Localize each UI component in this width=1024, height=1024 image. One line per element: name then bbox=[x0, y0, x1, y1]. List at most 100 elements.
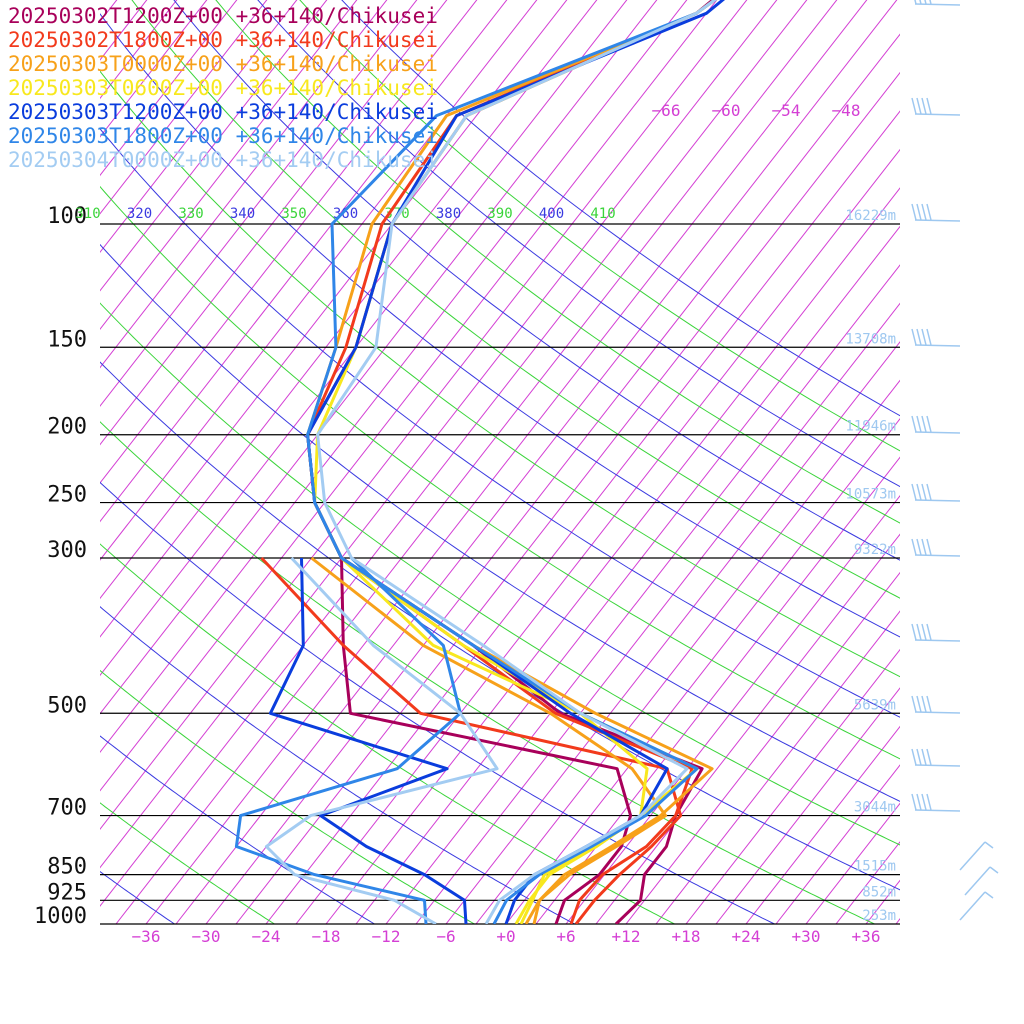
wind-barb-flag bbox=[921, 328, 927, 346]
wind-barb-flag bbox=[921, 483, 927, 501]
wind-barb-flag bbox=[911, 415, 917, 433]
dry-adiabat-line bbox=[173, 0, 900, 561]
isotherm-line bbox=[100, 0, 658, 715]
wind-barb-staff bbox=[914, 219, 961, 222]
isotherm-line bbox=[505, 418, 900, 924]
wind-barb-layer bbox=[911, 0, 999, 921]
theta-label: 400 bbox=[539, 206, 564, 222]
wind-barb-flag bbox=[926, 695, 932, 713]
wind-barb-flag bbox=[921, 695, 927, 713]
dry-adiabat-line bbox=[100, 128, 900, 718]
wind-barb bbox=[911, 328, 961, 347]
dry-adiabat-line bbox=[257, 0, 900, 488]
height-label: 13708m bbox=[845, 331, 896, 347]
isotherm-line bbox=[685, 648, 900, 924]
wind-barb-flag bbox=[916, 748, 922, 766]
temperature-tick-label: −18 bbox=[312, 927, 341, 946]
wind-barb-flag bbox=[926, 538, 932, 556]
theta-label: 330 bbox=[178, 206, 203, 222]
pressure-label: 925 bbox=[47, 880, 87, 905]
isotherm-line bbox=[986, 0, 1024, 924]
upper-temperature-label: −48 bbox=[832, 101, 861, 120]
isotherm-line bbox=[100, 0, 478, 484]
wind-barb-flag bbox=[926, 203, 932, 221]
theta-label: 390 bbox=[487, 206, 512, 222]
legend-entry: 20250302T1200Z+00 +36+140/Chikusei bbox=[8, 4, 438, 28]
wind-barb-flag bbox=[921, 793, 927, 811]
isotherm-line bbox=[926, 0, 1024, 924]
temperature-tick-label: −6 bbox=[436, 927, 455, 946]
isotherm-line bbox=[355, 225, 900, 924]
wind-barb bbox=[959, 841, 994, 871]
isotherm-line bbox=[385, 264, 900, 924]
temperature-line bbox=[306, 0, 718, 924]
isotherm-line bbox=[475, 379, 900, 924]
wind-barb-flag bbox=[916, 793, 922, 811]
wind-barb-flag bbox=[916, 538, 922, 556]
wind-barb-staff bbox=[914, 764, 961, 767]
wind-barb-staff bbox=[914, 809, 961, 812]
isobar-layer bbox=[100, 223, 900, 925]
isotherm-line bbox=[715, 687, 900, 924]
isotherm-line bbox=[175, 0, 898, 924]
upper-temperature-label: −60 bbox=[712, 101, 741, 120]
pressure-label: 300 bbox=[47, 538, 87, 563]
wind-barb-flag bbox=[911, 203, 917, 221]
dry-adiabat-line bbox=[100, 185, 900, 760]
isotherm-line bbox=[100, 0, 808, 907]
wind-barb-flag bbox=[916, 623, 922, 641]
dry-adiabat-line bbox=[215, 0, 900, 524]
isotherm-line bbox=[835, 841, 900, 924]
legend-entry: 20250302T1800Z+00 +36+140/Chikusei bbox=[8, 28, 438, 52]
height-label: 1515m bbox=[854, 859, 896, 875]
dry-adiabat-line bbox=[100, 13, 900, 638]
wind-barb-flag bbox=[921, 203, 927, 221]
temperature-tick-label: +6 bbox=[556, 927, 575, 946]
pressure-label: 250 bbox=[47, 483, 87, 508]
wind-barb-flag bbox=[916, 483, 922, 501]
wind-barb-flag bbox=[916, 203, 922, 221]
dry-adiabat-line bbox=[100, 669, 475, 924]
temperature-tick-label: +18 bbox=[672, 927, 701, 946]
wind-barb-flag bbox=[921, 623, 927, 641]
wind-barb-flag bbox=[921, 415, 927, 433]
theta-label: 340 bbox=[230, 206, 255, 222]
dry-adiabat-line bbox=[131, 0, 900, 599]
legend: 20250302T1200Z+00 +36+140/Chikusei202503… bbox=[8, 4, 438, 172]
wind-barb-staff bbox=[914, 3, 961, 6]
wind-barb-staff bbox=[914, 639, 961, 642]
temperature-tick-label: +12 bbox=[612, 927, 641, 946]
dry-adiabat-line bbox=[100, 802, 275, 924]
isotherm-line bbox=[100, 0, 748, 830]
isotherm-line bbox=[895, 918, 900, 924]
pressure-label: 1000 bbox=[34, 904, 87, 929]
height-label: 16229m bbox=[845, 208, 896, 224]
wind-barb-flag bbox=[919, 0, 922, 5]
temperature-tick-label: +24 bbox=[732, 927, 761, 946]
wind-barb-flag bbox=[989, 866, 999, 874]
wind-barb-flag bbox=[921, 748, 927, 766]
theta-label: 320 bbox=[127, 206, 152, 222]
upper-temperature-label: −54 bbox=[772, 101, 801, 120]
isotherm-line bbox=[865, 879, 900, 924]
isotherm-line bbox=[415, 302, 900, 924]
wind-barb-staff bbox=[914, 344, 961, 347]
isotherm-line bbox=[956, 0, 1024, 924]
wind-barb-flag bbox=[984, 891, 994, 899]
wind-barb-flag bbox=[921, 538, 927, 556]
wind-barb-flag bbox=[926, 793, 932, 811]
legend-entry: 20250303T1200Z+00 +36+140/Chikusei bbox=[8, 100, 438, 124]
height-label: 3044m bbox=[854, 800, 896, 816]
isotherm-line bbox=[565, 494, 900, 924]
isotherm-line bbox=[805, 802, 900, 924]
wind-barb-flag bbox=[926, 415, 932, 433]
height-label: 9322m bbox=[854, 542, 896, 558]
isotherm-line bbox=[100, 0, 628, 677]
series-layer bbox=[234, 0, 726, 924]
wind-barb bbox=[911, 748, 961, 767]
wind-barb-flag bbox=[911, 328, 917, 346]
isotherm-line bbox=[100, 0, 568, 600]
wind-barb-staff bbox=[959, 891, 986, 921]
wind-barb-staff bbox=[964, 866, 991, 896]
